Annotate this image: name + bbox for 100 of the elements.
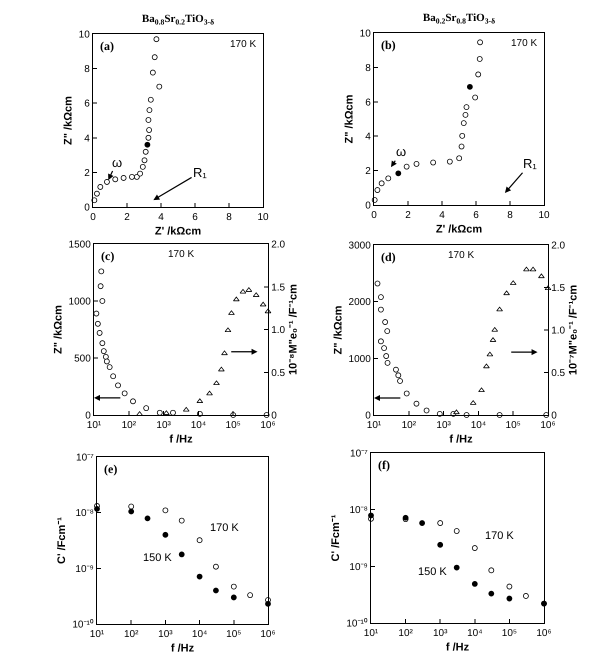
- x-tick-label: 10: [257, 212, 269, 224]
- x-tick-label: 10¹: [364, 628, 379, 640]
- x-tick-label: 2: [124, 212, 130, 224]
- x-tick-label: 8: [507, 210, 514, 222]
- x-tick-label: 2: [405, 210, 412, 222]
- chart-title: Ba$_{0.2}$Sr$_{0.8}$TiO$_{3-δ}$: [422, 12, 496, 26]
- point: [150, 70, 156, 76]
- point: [94, 190, 100, 197]
- x-tick-label: 10⁶: [260, 629, 276, 640]
- annotation: (f): [378, 458, 390, 472]
- x-tick-label: 10¹: [366, 420, 382, 432]
- point: [146, 127, 152, 133]
- annotation: R₁: [193, 165, 208, 180]
- point: [137, 170, 143, 177]
- x-axis-title: Z' /kΩcm: [154, 225, 202, 238]
- annotation: (e): [104, 462, 118, 476]
- annotation: (b): [381, 38, 396, 52]
- x-tick-label: 10⁴: [470, 420, 486, 432]
- x-tick-label: 10³: [156, 420, 172, 432]
- y2-tick-label: 2.0: [271, 240, 286, 250]
- y-tick-label: 4: [365, 132, 372, 143]
- y-tick-label: 2000: [348, 297, 372, 308]
- y-tick-label: 10⁻⁸: [75, 508, 94, 520]
- y2-tick-label: 1.5: [551, 283, 566, 294]
- x-tick-label: 8: [226, 212, 232, 224]
- y-tick-label: 10⁻¹⁰: [72, 618, 94, 630]
- series-label: 150 K: [418, 566, 448, 578]
- point: [385, 175, 392, 182]
- series-label: 170 K: [485, 530, 514, 542]
- point: [97, 184, 104, 190]
- y-tick-label: 6: [84, 98, 90, 110]
- y2-axis-title: 10⁻⁸M"e₀⁻¹ /F⁻¹cm: [288, 284, 300, 375]
- point: [458, 144, 464, 150]
- y-tick-label: 2: [365, 166, 372, 178]
- annotation: 170 K: [511, 38, 538, 49]
- point: [414, 160, 420, 167]
- y-tick-label: 0: [365, 410, 372, 422]
- x-tick-label: 10⁴: [467, 628, 483, 640]
- x-tick-label: 10⁵: [502, 628, 518, 640]
- point: [477, 39, 483, 46]
- x-tick-label: 10⁵: [226, 629, 242, 640]
- point: [146, 107, 152, 114]
- point: [142, 157, 148, 164]
- y-axis-title: Z" /kΩcm: [52, 304, 64, 354]
- point: [152, 54, 158, 60]
- annotation: 170 K: [168, 249, 194, 260]
- x-tick-label: 10³: [158, 629, 174, 640]
- point: [464, 104, 470, 110]
- x-tick-label: 6: [192, 212, 198, 224]
- x-axis-title: f /Hz: [449, 433, 474, 446]
- x-tick-label: 4: [158, 212, 164, 224]
- point: [404, 164, 410, 170]
- point: [446, 158, 453, 165]
- y2-tick-label: 0: [271, 410, 278, 422]
- y-tick-label: 10⁻⁷: [76, 452, 94, 464]
- point: [144, 142, 150, 148]
- point: [146, 117, 152, 123]
- y-tick-label: 10⁻⁸: [349, 505, 368, 516]
- y-axis-title: Z" /kΩcm: [343, 94, 356, 144]
- point: [462, 112, 468, 118]
- y-tick-label: 0: [365, 200, 372, 212]
- y-tick-label: 0: [85, 410, 92, 422]
- y-tick-label: 10⁻⁹: [349, 562, 368, 573]
- series-label: 150 K: [143, 552, 172, 564]
- y-tick-label: 10⁻⁷: [350, 448, 368, 460]
- y-tick-label: 3000: [348, 240, 372, 252]
- chart-title: Ba$_{0.8}$Sr$_{0.2}$TiO$_{3-δ}$: [142, 13, 214, 26]
- point: [374, 187, 380, 193]
- x-tick-label: 10³: [432, 628, 448, 640]
- annotation: 170 K: [230, 39, 256, 50]
- point: [120, 175, 126, 181]
- y-tick-label: 1000: [348, 354, 372, 365]
- y2-tick-label: 1.0: [271, 325, 286, 336]
- series-label: 170 K: [210, 522, 240, 534]
- annotation: R₁: [523, 156, 538, 171]
- point: [146, 134, 152, 141]
- y-tick-label: 4: [84, 133, 90, 144]
- x-tick-label: 10⁶: [540, 420, 556, 432]
- x-tick-label: 10¹: [86, 420, 102, 432]
- y-tick-label: 8: [365, 62, 372, 74]
- x-tick-label: 10⁵: [506, 420, 521, 432]
- point: [156, 84, 162, 90]
- point: [430, 160, 436, 166]
- x-axis-title: f /Hz: [170, 642, 195, 654]
- point: [148, 96, 154, 103]
- y2-tick-label: 0.5: [271, 368, 286, 379]
- y-tick-label: 10: [360, 28, 372, 40]
- point: [154, 36, 160, 42]
- y-axis-title: Z" /kΩcm: [332, 305, 344, 354]
- point: [378, 180, 385, 186]
- x-tick-label: 10²: [402, 420, 417, 432]
- point: [476, 56, 483, 62]
- x-tick-label: 10⁶: [260, 420, 276, 432]
- point: [140, 164, 146, 170]
- point: [104, 179, 110, 185]
- point: [134, 174, 140, 180]
- annotation: (d): [381, 250, 396, 264]
- y-axis-title: Z" /kΩcm: [62, 96, 74, 145]
- x-axis-title: f /Hz: [169, 433, 194, 446]
- annotation: (c): [101, 249, 114, 263]
